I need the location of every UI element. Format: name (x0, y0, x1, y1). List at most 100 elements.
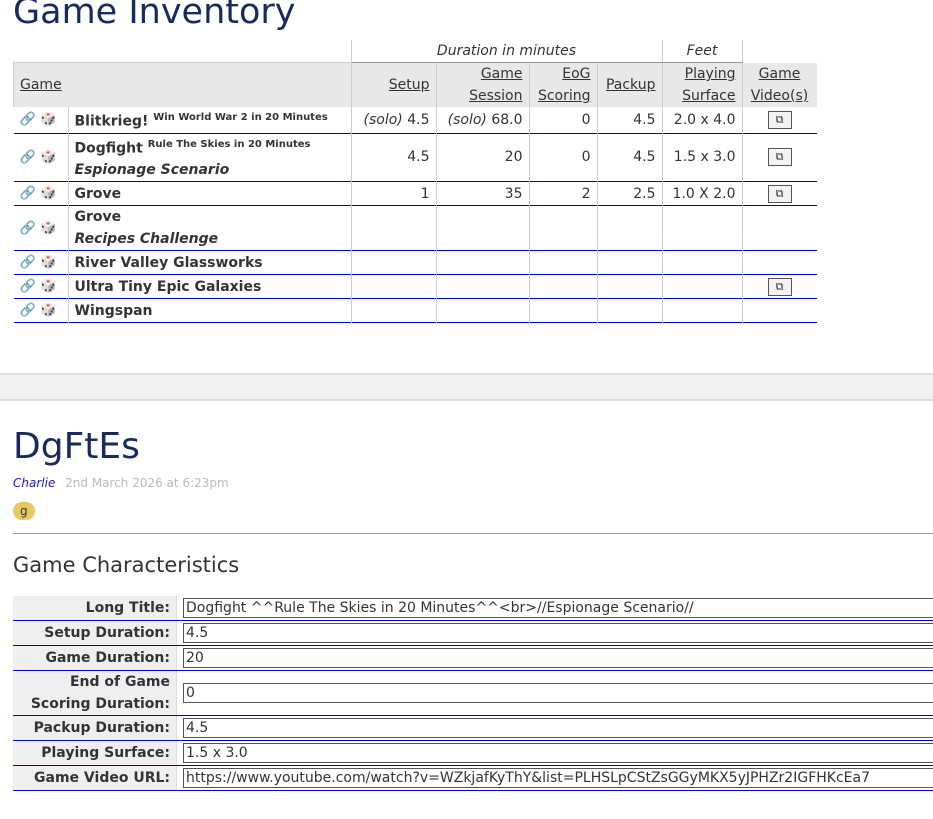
dice-icon[interactable]: 🎲 (39, 149, 57, 165)
icons-cell: 🔗 🎲 (14, 251, 69, 275)
field-input[interactable]: 4.5 (183, 718, 933, 738)
link-icon[interactable]: 🔗 (19, 255, 36, 271)
packup-value-cell: 2.5 (596, 181, 662, 206)
setup-value-cell (350, 298, 436, 323)
eog-value-cell (528, 298, 597, 323)
form-row: Game Duration: 20 (13, 645, 933, 671)
game-name[interactable]: Wingspan (74, 302, 153, 319)
col-setup[interactable]: Setup (350, 62, 436, 107)
session-value: 35 (504, 185, 523, 202)
characteristics-form: Long Title: Dogfight ^^Rule The Skies in… (13, 596, 933, 791)
game-name[interactable]: Dogfight (74, 140, 143, 157)
setup-value-cell (350, 250, 436, 275)
sort-video-link[interactable]: Game Video(s) (750, 65, 809, 104)
link-icon[interactable]: 🔗 (19, 303, 36, 319)
field-input[interactable]: 0 (183, 683, 933, 703)
sort-packup-link[interactable]: Packup (605, 77, 656, 93)
col-packup[interactable]: Packup (596, 62, 662, 107)
setup-value-cell (350, 205, 436, 251)
packup-value-cell (596, 274, 662, 299)
game-name[interactable]: Grove (74, 185, 122, 202)
external-video-icon[interactable]: ⧉ (767, 148, 792, 167)
setup-value-cell (350, 274, 436, 299)
field-input[interactable]: 4.5 (183, 623, 933, 643)
author-link[interactable]: Charlie (13, 476, 56, 490)
surface-value: 1.0 X 2.0 (672, 185, 736, 202)
eog-value-cell: 2 (528, 181, 597, 206)
tag-badge[interactable]: g (13, 502, 35, 520)
external-video-icon[interactable]: ⧉ (767, 184, 792, 203)
game-name[interactable]: Ultra Tiny Epic Galaxies (74, 278, 262, 295)
eog-value-cell: 0 (528, 107, 597, 134)
external-video-icon[interactable]: ⧉ (767, 110, 792, 129)
table-row: 🔗 🎲 Dogfight Rule The Skies in 20 Minute… (13, 133, 817, 182)
setup-value: 1 (420, 185, 430, 202)
col-eog[interactable]: EoG Scoring (528, 62, 597, 107)
game-cell: Grove Recipes Challenge (67, 205, 351, 251)
setup-value: (solo) 4.5 (363, 111, 430, 128)
field-cell: Dogfight ^^Rule The Skies in 20 Minutes^… (176, 596, 933, 621)
link-icon[interactable]: 🔗 (19, 220, 36, 236)
session-value-cell (435, 298, 529, 323)
sort-game-link[interactable]: Game (20, 77, 62, 93)
packup-value-cell: 4.5 (596, 133, 662, 182)
link-icon[interactable]: 🔗 (19, 149, 36, 165)
icons-cell: 🔗 🎲 (14, 299, 69, 323)
surface-value-cell (661, 205, 742, 251)
field-cell: 20 (176, 645, 933, 671)
game-cell: Ultra Tiny Epic Galaxies (67, 274, 351, 299)
dice-icon[interactable]: 🎲 (39, 186, 57, 202)
external-video-icon[interactable]: ⧉ (767, 277, 792, 296)
link-icon[interactable]: 🔗 (19, 279, 36, 295)
sort-surface-link[interactable]: Playing Surface (682, 66, 736, 104)
surface-value-cell: 1.5 x 3.0 (661, 133, 742, 182)
field-input[interactable]: 20 (183, 648, 933, 668)
packup-value: 4.5 (633, 111, 656, 128)
duration-group-header: Duration in minutes (350, 40, 662, 63)
dice-icon[interactable]: 🎲 (39, 279, 57, 295)
game-name[interactable]: Grove (74, 209, 122, 226)
col-video[interactable]: Game Video(s) (741, 62, 817, 107)
field-input[interactable]: 1.5 x 3.0 (183, 743, 933, 763)
form-row: Long Title: Dogfight ^^Rule The Skies in… (13, 596, 933, 621)
dice-icon[interactable]: 🎲 (39, 303, 57, 319)
game-scenario: Recipes Challenge (74, 231, 219, 248)
surface-value-cell (661, 250, 742, 275)
table-row: 🔗 🎲 Grove Recipes Challenge (13, 205, 817, 251)
eog-value-cell (528, 274, 597, 299)
sort-session-link[interactable]: Game Session (469, 66, 523, 104)
game-cell: Blitkrieg! Win World War 2 in 20 Minutes (67, 107, 351, 134)
field-input[interactable]: Dogfight ^^Rule The Skies in 20 Minutes^… (183, 598, 933, 618)
dice-icon[interactable]: 🎲 (39, 112, 57, 128)
field-input[interactable]: https://www.youtube.com/watch?v=WZkjafKy… (183, 768, 933, 788)
link-icon[interactable]: 🔗 (19, 186, 36, 202)
field-label: Setup Duration: (13, 620, 177, 646)
field-label: Game Duration: (13, 645, 177, 671)
packup-value: 4.5 (633, 149, 656, 166)
setup-value-cell: 4.5 (350, 133, 436, 182)
game-name[interactable]: River Valley Glassworks (74, 254, 263, 271)
field-label: Long Title: (13, 596, 177, 621)
sort-eog-link[interactable]: EoG Scoring (537, 66, 591, 104)
link-icon[interactable]: 🔗 (19, 112, 36, 128)
game-cell: River Valley Glassworks (67, 250, 351, 275)
surface-value: 1.5 x 3.0 (673, 149, 736, 166)
icons-cell: 🔗 🎲 (14, 275, 69, 299)
surface-value-cell (661, 298, 742, 323)
packup-value-cell: 4.5 (596, 107, 662, 134)
game-name[interactable]: Blitkrieg! (74, 113, 149, 130)
dice-icon[interactable]: 🎲 (39, 220, 57, 236)
video-cell: ⧉ (741, 181, 817, 206)
col-surface[interactable]: Playing Surface (661, 62, 742, 107)
table-row: 🔗 🎲 Ultra Tiny Epic Galaxies ⧉ (13, 274, 817, 299)
sort-setup-link[interactable]: Setup (388, 77, 430, 93)
form-row: Setup Duration: 4.5 (13, 620, 933, 646)
surface-value-cell: 1.0 X 2.0 (661, 181, 742, 206)
col-game[interactable]: Game (13, 62, 351, 107)
dice-icon[interactable]: 🎲 (39, 255, 57, 271)
setup-value-cell: (solo) 4.5 (350, 107, 436, 134)
session-value-cell (435, 205, 529, 251)
session-value-cell (435, 274, 529, 299)
col-session[interactable]: Game Session (435, 62, 529, 107)
session-value-cell: 35 (435, 181, 529, 206)
